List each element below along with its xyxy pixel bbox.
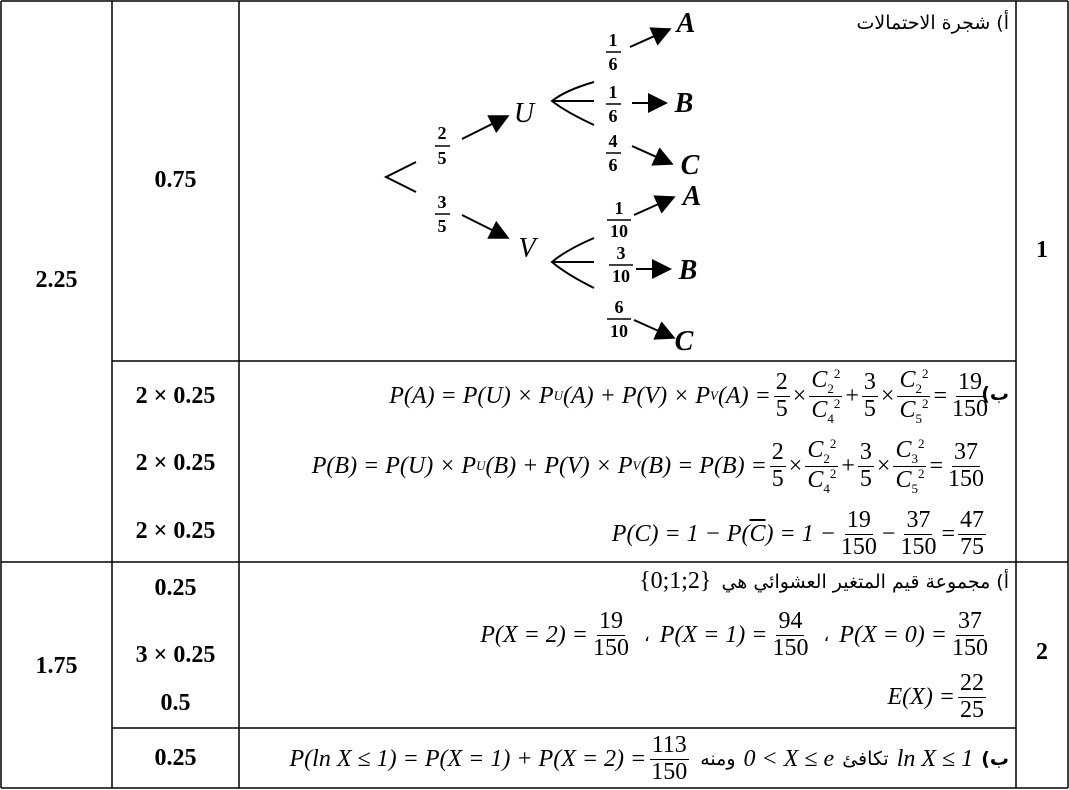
prob-v-den: 5 (438, 216, 447, 236)
outcome-ub: B (674, 88, 694, 119)
row2-a-probs: P(X = 2) = 19 150 ، P(X = 1) = 94 150 ، P(… (480, 608, 988, 661)
row1-a-label: أ) شجرة الاحتمالات (856, 12, 1009, 34)
prob-vb-den: 10 (612, 266, 630, 286)
prob-vc-num: 6 (615, 297, 624, 317)
row2-number: 2 (1036, 638, 1048, 665)
outcome-vb: B (678, 255, 698, 286)
outcome-vc: C (675, 326, 694, 357)
prob-va-num: 1 (615, 198, 624, 218)
probability-tree: 2 5 3 5 U V 1 6 A 1 6 B 4 6 C 1 10 A 3 1… (383, 8, 702, 357)
prob-vc-den: 10 (610, 321, 628, 341)
row1-total: 2.25 (35, 266, 78, 293)
row2-b-label: ب) (981, 748, 1009, 770)
prob-ua-den: 6 (609, 54, 618, 74)
outcome-va: A (681, 181, 702, 212)
formula-pc: P(C) = 1 − P( C ) = 1 − 19 150 − 37 150 = … (611, 507, 986, 560)
arrow-v-c (633, 319, 676, 340)
arrow-u-a (629, 27, 672, 48)
prob-ub-num: 1 (609, 82, 618, 102)
row2-total: 1.75 (35, 652, 78, 679)
value-set: {0;1;2} (639, 568, 712, 594)
row1-b-points-3: 2 × 0.25 (135, 517, 216, 544)
node-v: V (518, 233, 538, 264)
row1-b-label: ب) (981, 383, 1009, 405)
prob-vb-num: 3 (617, 243, 626, 263)
prob-uc-den: 6 (609, 155, 618, 175)
arrow-v-a (633, 195, 676, 216)
branch-to-u (461, 115, 510, 140)
row2-b-formula: P(ln X ≤ 1) = P(X = 1) + P(X = 2) = 113 1… (289, 732, 689, 785)
row1-b-points-2: 2 × 0.25 (135, 449, 216, 476)
row1-b-points-1: 2 × 0.25 (135, 382, 216, 409)
prob-va-den: 10 (610, 221, 628, 241)
row2-a-points-3: 0.5 (160, 689, 191, 716)
prob-uc-num: 4 (609, 131, 618, 151)
outcome-ua: A (675, 8, 696, 39)
row2-a-expectation: E(X) = 22 25 (887, 670, 986, 723)
ln-condition: ln X ≤ 1 (896, 745, 974, 772)
row2-b-points: 0.25 (154, 744, 197, 771)
row2-a-line1: أ) مجموعة قيم المتغير العشوائي هي {0;1;2… (639, 568, 1009, 595)
interval: 0 < X ≤ e (743, 745, 835, 772)
outcome-uc: C (681, 150, 700, 181)
u-fork (550, 81, 595, 126)
hence-word: ومنه (700, 748, 736, 770)
row2-a-label: أ) مجموعة قيم المتغير العشوائي هي (721, 570, 1009, 593)
prob-v-num: 3 (438, 192, 447, 212)
node-u: U (514, 98, 536, 129)
equiv-word: تكافئ (842, 748, 889, 770)
prob-ua-num: 1 (609, 30, 618, 50)
branch-to-v (461, 214, 510, 239)
row2-a-points-2: 3 × 0.25 (135, 641, 216, 668)
arrow-u-c (631, 145, 674, 166)
row2-a-points-1: 0.25 (154, 574, 197, 601)
root-branch (383, 161, 417, 193)
row2-b-line: ب) ln X ≤ 1 تكافئ 0 < X ≤ e ومنه P(ln X … (290, 730, 1009, 788)
row1-number: 1 (1036, 236, 1048, 263)
row1-a-points: 0.75 (154, 166, 197, 193)
prob-u-den: 5 (438, 148, 447, 168)
prob-ub-den: 6 (609, 106, 618, 126)
prob-u-num: 2 (438, 123, 447, 143)
